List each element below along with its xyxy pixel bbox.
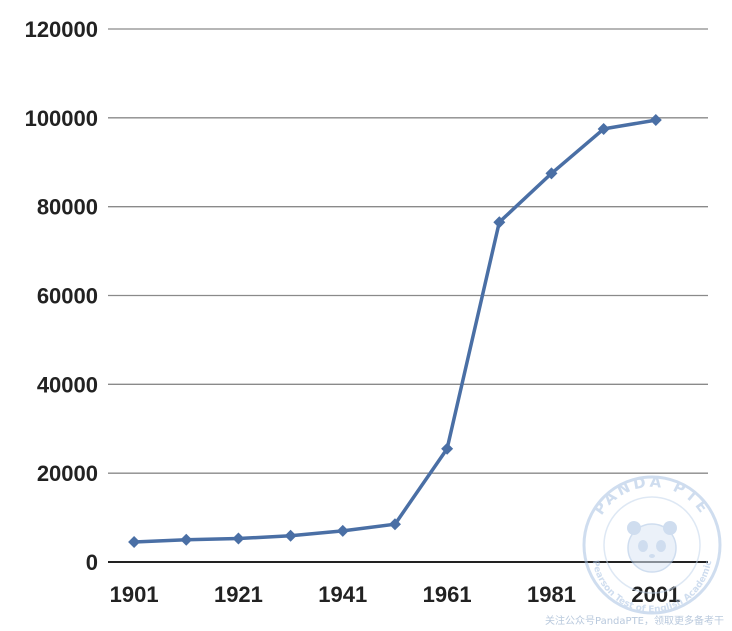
watermark-brand: PANDA PTE xyxy=(590,473,714,519)
gridlines xyxy=(108,28,708,474)
y-tick-label: 80000 xyxy=(37,195,98,220)
data-point xyxy=(232,532,245,545)
data-point xyxy=(441,442,454,455)
data-point xyxy=(545,167,558,180)
watermark-seal-outer xyxy=(582,475,722,615)
x-tick-label: 1961 xyxy=(423,582,472,607)
x-tick-labels: 1901 1921 1941 1961 1981 2001 xyxy=(110,582,681,607)
watermark-footer-text: 关注公众号PandaPTE，领取更多备考干 xyxy=(545,616,724,627)
x-tick-label: 1941 xyxy=(318,582,367,607)
y-tick-label: 0 xyxy=(86,550,98,575)
y-tick-label: 40000 xyxy=(37,372,98,397)
data-point xyxy=(284,529,297,542)
y-tick-labels: 0 20000 40000 60000 80000 100000 120000 xyxy=(25,17,98,575)
x-tick-label: 1981 xyxy=(527,582,576,607)
y-tick-label: 100000 xyxy=(25,106,98,131)
data-point xyxy=(336,524,349,537)
panda-pte-watermark: PANDA PTE Pearson Test of English Academ… xyxy=(582,473,722,615)
x-tick-label: 1921 xyxy=(214,582,263,607)
x-tick-label: 2001 xyxy=(631,582,680,607)
panda-face-icon xyxy=(627,521,677,573)
data-point xyxy=(128,536,141,549)
watermark-seal-inner xyxy=(603,496,701,594)
data-point xyxy=(649,114,662,127)
data-point xyxy=(388,518,401,531)
y-tick-label: 60000 xyxy=(37,284,98,309)
x-tick-label: 1901 xyxy=(110,582,159,607)
data-point xyxy=(597,122,610,135)
series-markers xyxy=(128,114,662,549)
data-point xyxy=(180,533,193,546)
y-tick-label: 120000 xyxy=(25,17,98,42)
data-point xyxy=(493,216,506,229)
series-line xyxy=(134,118,657,544)
y-tick-label: 20000 xyxy=(37,461,98,486)
